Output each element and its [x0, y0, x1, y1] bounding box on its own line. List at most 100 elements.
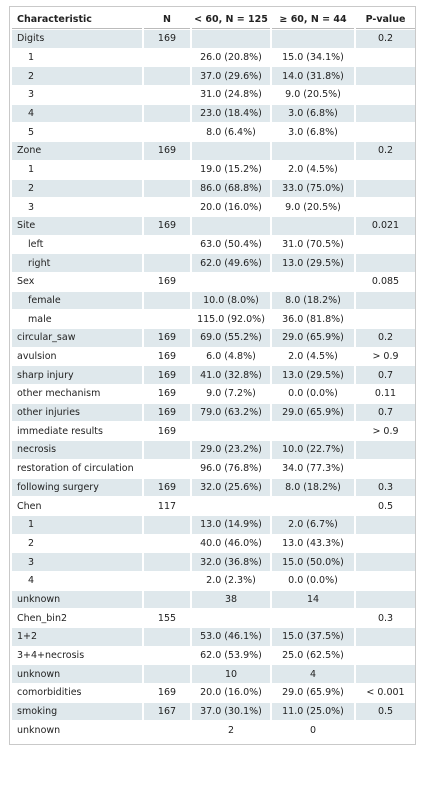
table-cell: 13.0 (29.5%)	[272, 366, 354, 385]
table-cell: Chen_bin2	[12, 609, 142, 627]
empty-cell	[144, 665, 190, 684]
table-cell: 0.0 (0.0%)	[272, 385, 354, 403]
empty-cell	[144, 441, 190, 459]
column-header: < 60, N = 125	[192, 10, 270, 29]
empty-cell	[356, 590, 415, 609]
table-row: 3 32.0 (36.8%) 15.0 (50.0%)	[12, 553, 415, 571]
table-cell: 29.0 (23.2%)	[192, 441, 270, 459]
table-cell: 0.5	[356, 702, 415, 721]
table-cell: 11.0 (25.0%)	[272, 702, 354, 721]
table-cell: 62.0 (49.6%)	[192, 254, 270, 272]
table-cell: 69.0 (55.2%)	[192, 329, 270, 347]
table-cell: 169	[144, 478, 190, 497]
table-row: male 115.0 (92.0%) 36.0 (81.8%)	[12, 310, 415, 328]
empty-cell	[356, 254, 415, 272]
table-cell: 0.11	[356, 385, 415, 403]
table-cell: 0.2	[356, 30, 415, 48]
table-cell: 40.0 (46.0%)	[192, 534, 270, 553]
table-cell: right	[12, 254, 142, 272]
table-cell: 5	[12, 123, 142, 142]
column-header: P-value	[356, 10, 415, 29]
table-cell: 1	[12, 48, 142, 67]
table-cell: 0.5	[356, 497, 415, 515]
empty-cell	[356, 721, 415, 740]
empty-cell	[144, 254, 190, 272]
table-row: 3 31.0 (24.8%) 9.0 (20.5%)	[12, 86, 415, 104]
table-cell: 15.0 (37.5%)	[272, 628, 354, 646]
table-cell: 4	[12, 571, 142, 590]
table-cell: 10	[192, 665, 270, 684]
table-cell: Chen	[12, 497, 142, 515]
empty-cell	[356, 534, 415, 553]
table-cell: 3	[12, 86, 142, 104]
empty-cell	[356, 67, 415, 86]
table-row: restoration of circulation 96.0 (76.8%) 34…	[12, 459, 415, 478]
table-row: right 62.0 (49.6%) 13.0 (29.5%)	[12, 254, 415, 272]
table-row: smoking 167 37.0 (30.1%) 11.0 (25.0%) 0.5	[12, 702, 415, 721]
empty-cell	[192, 272, 270, 291]
table-cell: Site	[12, 216, 142, 235]
table-row: 1+2 53.0 (46.1%) 15.0 (37.5%)	[12, 628, 415, 646]
empty-cell	[192, 30, 270, 48]
table-cell: other injuries	[12, 403, 142, 422]
table-cell: other mechanism	[12, 385, 142, 403]
empty-cell	[192, 609, 270, 627]
table-cell: 15.0 (50.0%)	[272, 553, 354, 571]
empty-cell	[356, 104, 415, 123]
empty-cell	[272, 609, 354, 627]
table-cell: 169	[144, 403, 190, 422]
table-row: unknown 2 0	[12, 721, 415, 740]
table-cell: 0.021	[356, 216, 415, 235]
table-row: comorbidities 169 20.0 (16.0%) 29.0 (65.9%)…	[12, 684, 415, 702]
table-cell: 169	[144, 216, 190, 235]
table-cell: 13.0 (43.3%)	[272, 534, 354, 553]
table-cell: 117	[144, 497, 190, 515]
table-frame: Characteristic N < 60, N = 125 ≥ 60, N = 44…	[9, 6, 416, 746]
table-cell: > 0.9	[356, 422, 415, 441]
table-cell: 167	[144, 702, 190, 721]
table-cell: 1+2	[12, 628, 142, 646]
empty-cell	[272, 30, 354, 48]
empty-cell	[356, 235, 415, 254]
table-cell: < 0.001	[356, 684, 415, 702]
table-cell: left	[12, 235, 142, 254]
table-cell: 2.0 (4.5%)	[272, 160, 354, 179]
empty-cell	[144, 590, 190, 609]
table-cell: 53.0 (46.1%)	[192, 628, 270, 646]
table-cell: restoration of circulation	[12, 459, 142, 478]
empty-cell	[356, 628, 415, 646]
table-cell: 0.3	[356, 478, 415, 497]
table-cell: 96.0 (76.8%)	[192, 459, 270, 478]
empty-cell	[144, 160, 190, 179]
table-cell: 26.0 (20.8%)	[192, 48, 270, 67]
table-cell: 3.0 (6.8%)	[272, 123, 354, 142]
table-cell: unknown	[12, 590, 142, 609]
empty-cell	[272, 216, 354, 235]
table-cell: 0.085	[356, 272, 415, 291]
table-row: 3 20.0 (16.0%) 9.0 (20.5%)	[12, 198, 415, 216]
table-cell: 2.0 (6.7%)	[272, 515, 354, 534]
empty-cell	[356, 198, 415, 216]
empty-cell	[356, 571, 415, 590]
empty-cell	[144, 235, 190, 254]
table-row: 4 2.0 (2.3%) 0.0 (0.0%)	[12, 571, 415, 590]
table-cell: 0.0 (0.0%)	[272, 571, 354, 590]
table-cell: 2.0 (4.5%)	[272, 347, 354, 366]
table-cell: 3+4+necrosis	[12, 646, 142, 665]
empty-cell	[144, 534, 190, 553]
table-cell: 9.0 (7.2%)	[192, 385, 270, 403]
table-cell: 8.0 (6.4%)	[192, 123, 270, 142]
table-cell: 169	[144, 347, 190, 366]
empty-cell	[356, 665, 415, 684]
table-row: Zone 169 0.2	[12, 142, 415, 160]
table-row: other injuries 169 79.0 (63.2%) 29.0 (65.9%…	[12, 403, 415, 422]
table-cell: 169	[144, 30, 190, 48]
table-cell: 2	[12, 534, 142, 553]
table-cell: Sex	[12, 272, 142, 291]
empty-cell	[144, 553, 190, 571]
table-cell: 25.0 (62.5%)	[272, 646, 354, 665]
table-cell: > 0.9	[356, 347, 415, 366]
empty-cell	[144, 291, 190, 310]
empty-cell	[356, 441, 415, 459]
table-cell: 0.7	[356, 366, 415, 385]
